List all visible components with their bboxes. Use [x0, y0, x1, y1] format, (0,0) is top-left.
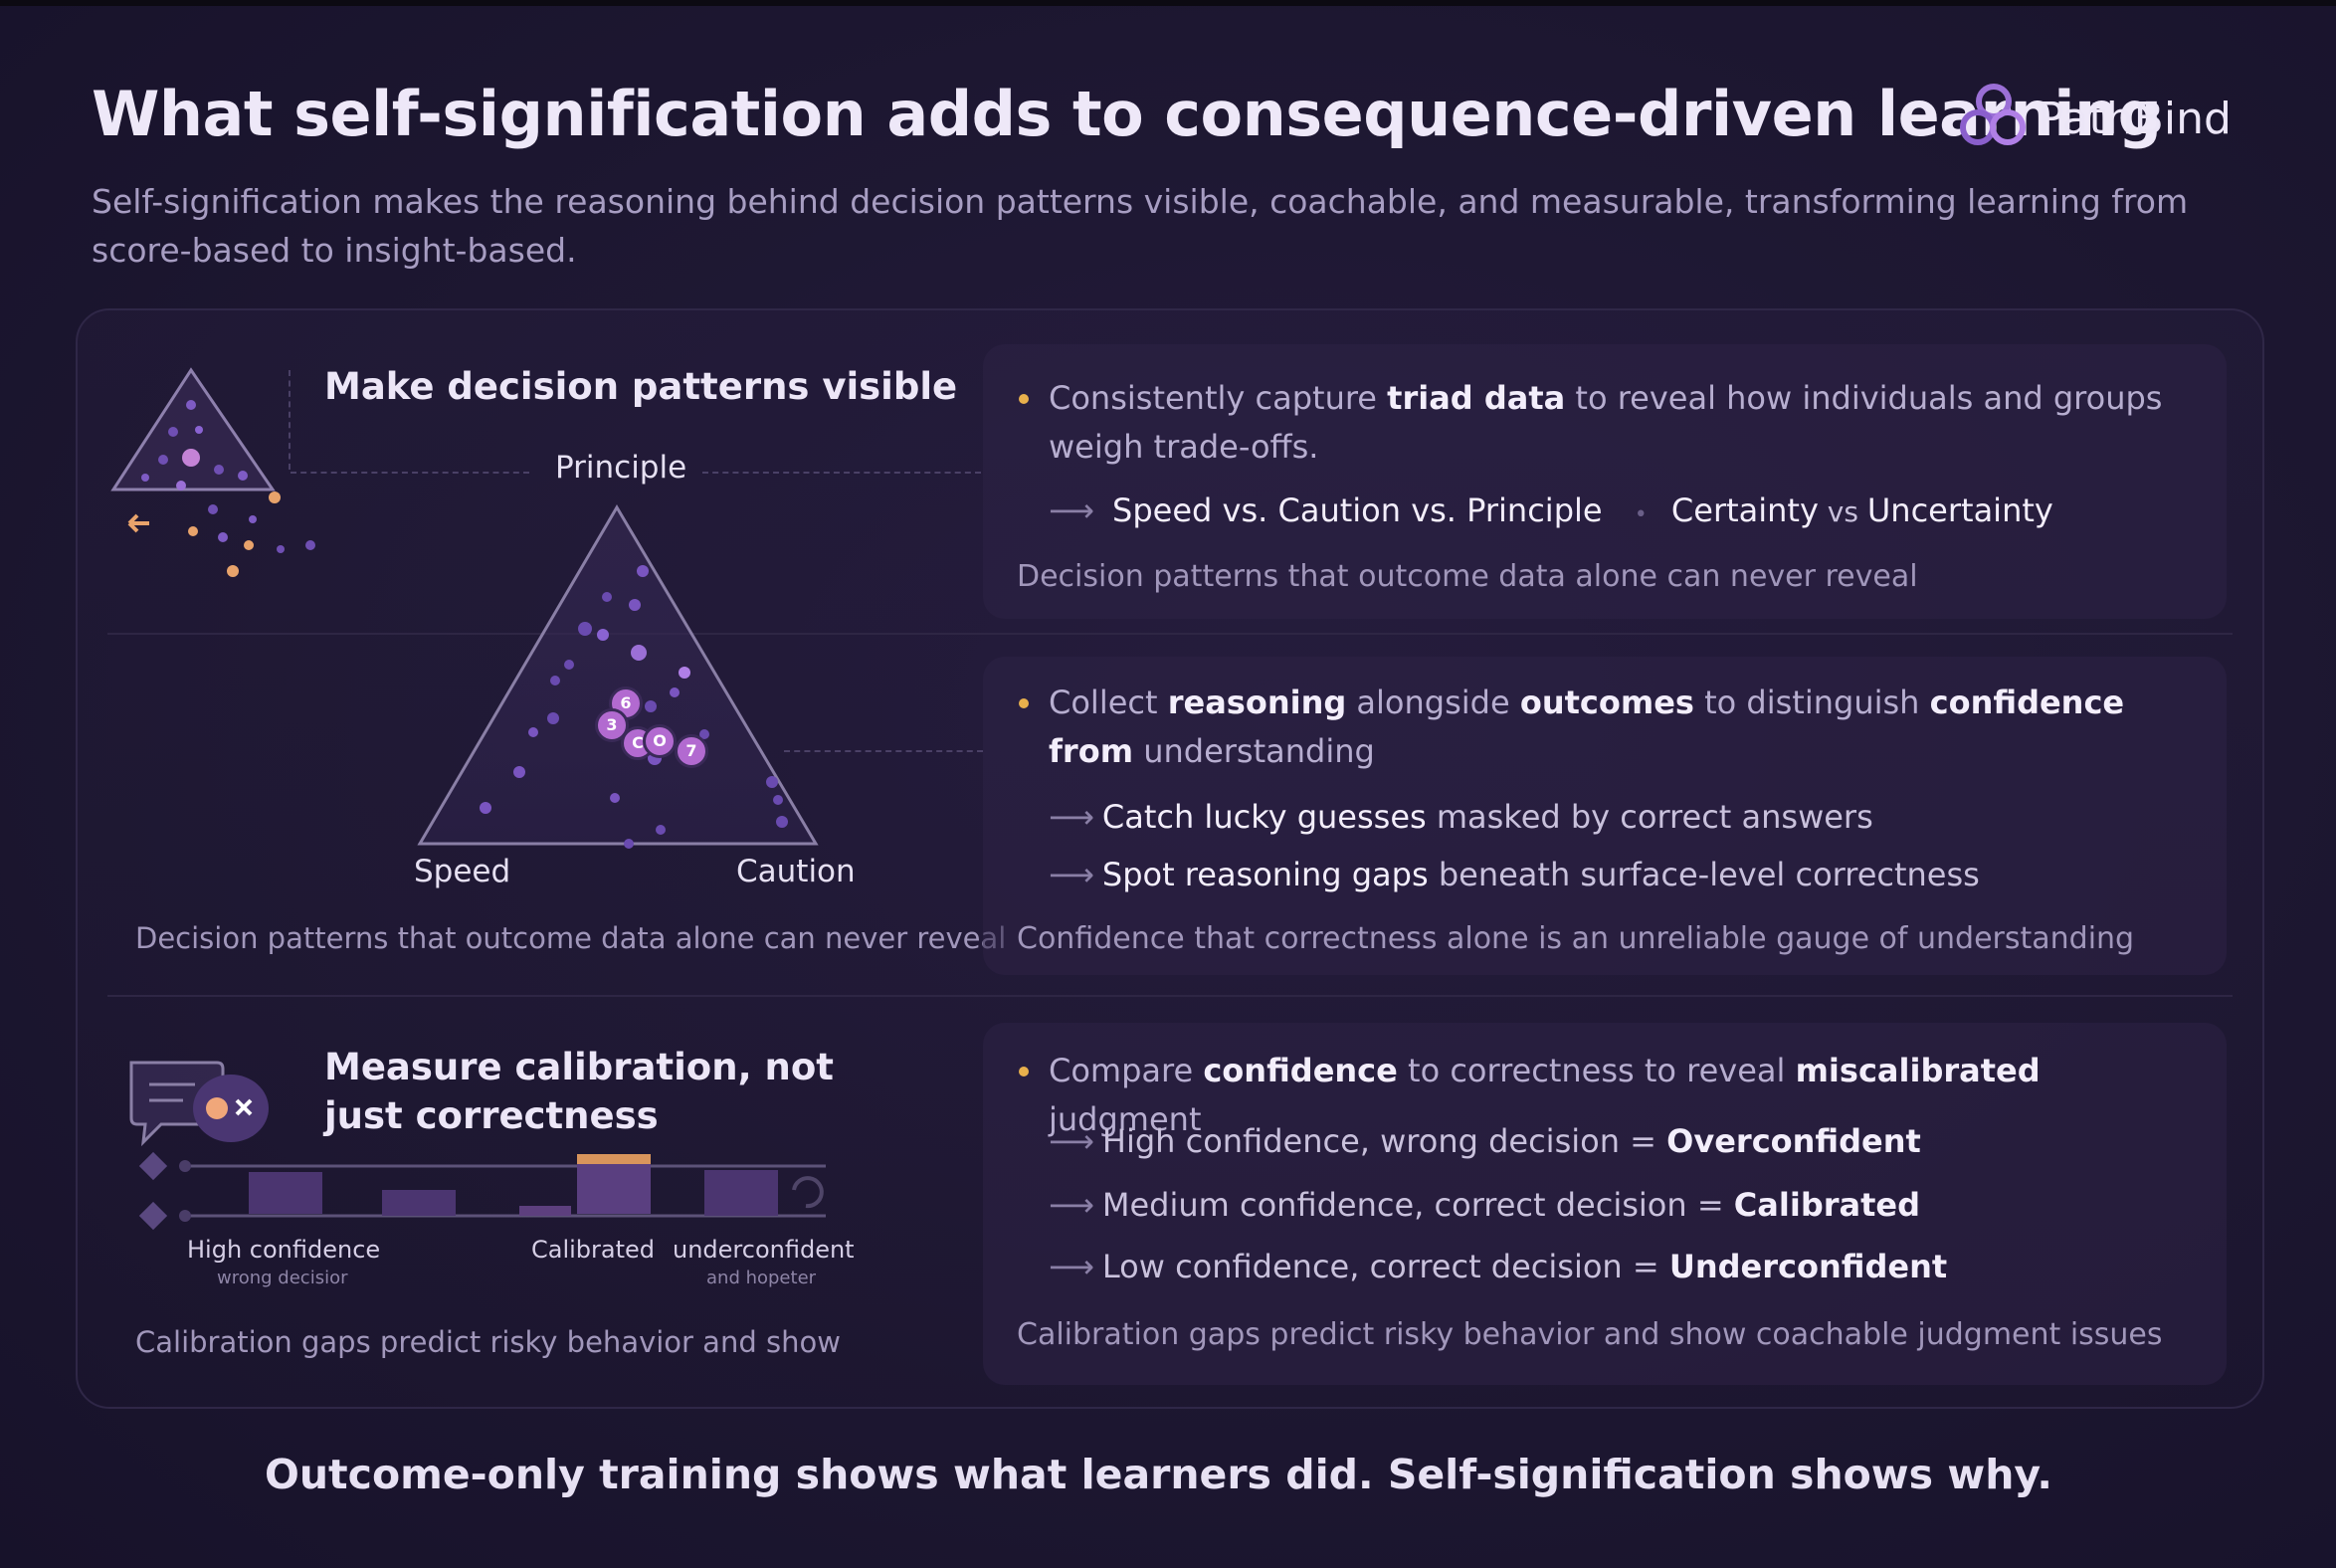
bullet-dot-icon [1019, 698, 1029, 708]
chart-label-calibrated: Calibrated [531, 1236, 656, 1264]
section1-caption: Decision patterns that outcome data alon… [135, 921, 1007, 955]
triangle-marker: O [643, 724, 677, 758]
arrow-right-icon: ⟶ [1049, 856, 1094, 893]
section-divider-1 [107, 633, 2233, 635]
arrow-right-icon: ⟶ [1049, 1122, 1094, 1160]
guide-line-vertical [289, 370, 292, 470]
triangle-right-label: Caution [736, 854, 856, 889]
card2-b4: outcomes [1519, 684, 1694, 721]
triangle-left-label: Speed [414, 854, 511, 889]
card3-b1: Compare [1049, 1052, 1204, 1089]
card2-b2: reasoning [1167, 684, 1347, 721]
card2-item1-pre: Catch lucky [1101, 798, 1297, 836]
card3-item1-bold: Overconfident [1666, 1122, 1921, 1160]
decision-triad-triangle [417, 504, 819, 849]
card2-b3: alongside [1346, 684, 1520, 721]
card3-item-2: ⟶ Medium confidence, correct decision = C… [1049, 1186, 1920, 1224]
card2-item1-bold: guesses [1296, 798, 1427, 836]
linked-rings-logo-icon [1960, 84, 2026, 145]
arrow-right-icon: ⟶ [1049, 798, 1094, 836]
card1-sub-main: Speed vs. Caution vs. Principle [1112, 491, 1603, 529]
card-calibration: Compare confidence to correctness to rev… [983, 1023, 2227, 1385]
brand-name: PathBind [2038, 94, 2232, 144]
card2-item1-post: masked by correct answers [1426, 798, 1873, 836]
card3-b3: to correctness to reveal [1397, 1052, 1796, 1089]
bullet-dot-icon [1019, 394, 1029, 404]
card2-item-1: ⟶ Catch lucky guesses masked by correct a… [1049, 798, 1873, 836]
card-triad-data: Consistently capture triad data to revea… [983, 344, 2227, 619]
chart-label-under-sub: and hopeter [706, 1268, 817, 1288]
page-title: What self-signification adds to conseque… [92, 78, 2162, 150]
card1-sub-second-b: Uncertainty [1866, 491, 2053, 529]
card3-item2-bold: Calibrated [1733, 1186, 1920, 1224]
triangle-marker: 7 [675, 734, 708, 768]
card2-item-2: ⟶ Spot reasoning gaps beneath surface-lev… [1049, 856, 1980, 893]
card2-item2-bold: gaps [1351, 856, 1429, 893]
arrow-right-icon: ⟶ [1049, 491, 1094, 529]
card1-sub-second-a: Certainty [1670, 491, 1819, 529]
card1-bullet-post: to reveal how individuals and groups wei… [1049, 379, 2163, 466]
section3-title: Measure calibration, not just correctnes… [324, 1046, 834, 1137]
card3-item-3: ⟶ Low confidence, correct decision = Unde… [1049, 1248, 1947, 1285]
chart-label-high-sub: wrong decisior [217, 1268, 348, 1288]
card3-item1-pre: High confidence, wrong decision = [1101, 1122, 1667, 1160]
chat-bubble-close-icon [129, 1061, 269, 1147]
section3-caption: Calibration gaps predict risky behavior … [135, 1325, 841, 1359]
triangle-top-label: Principle [555, 450, 687, 486]
card3-item-1: ⟶ High confidence, wrong decision = Overc… [1049, 1122, 1921, 1160]
chart-label-high: High confidence [187, 1236, 381, 1264]
triangle-scatter-icon [110, 367, 315, 577]
card3-b2: confidence [1203, 1052, 1398, 1089]
arrow-right-icon: ⟶ [1049, 1248, 1094, 1285]
card2-b5: to distinguish [1693, 684, 1930, 721]
bullet-dot-icon [1019, 1067, 1029, 1077]
card2-note: Confidence that correctness alone is an … [1017, 921, 2135, 956]
card1-bullet-pre: Consistently capture [1049, 379, 1388, 417]
card2-item2-pre: Spot reasoning [1101, 856, 1352, 893]
card3-item3-pre: Low confidence, correct decision = [1101, 1248, 1669, 1285]
card3-item3-bold: Underconfident [1668, 1248, 1948, 1285]
footer-statement: Outcome-only training shows what learner… [265, 1451, 2052, 1498]
chart-label-under: underconfident [673, 1236, 855, 1264]
card-reasoning: Collect reasoning alongside outcomes to … [983, 657, 2227, 975]
card2-item2-post: beneath surface-level correctness [1428, 856, 1980, 893]
card3-b5: judgment [1049, 1100, 1202, 1138]
card3-item2-pre: Medium confidence, correct decision = [1101, 1186, 1734, 1224]
guide-line-horizontal [291, 472, 529, 474]
calibration-bar-chart [138, 1151, 826, 1231]
section1-title: Make decision patterns visible [324, 365, 958, 408]
guide-line-to-card [702, 472, 981, 474]
card3-b4: miscalibrated [1795, 1052, 2041, 1089]
separator-dot-icon: • [1634, 502, 1648, 527]
card2-b6: confidence from [1049, 684, 2125, 770]
card2-b7: understanding [1133, 732, 1375, 770]
card1-sub-second-vs: vs [1818, 495, 1867, 528]
top-edge-bar [0, 0, 2336, 6]
arrow-right-icon: ⟶ [1049, 1186, 1094, 1224]
card1-bullet-bold: triad data [1387, 379, 1566, 417]
card2-b1: Collect [1049, 684, 1168, 721]
guide-line-to-card-2 [784, 750, 983, 752]
card3-note: Calibration gaps predict risky behavior … [1017, 1317, 2163, 1352]
page-subtitle: Self-signification makes the reasoning b… [92, 182, 2189, 270]
card1-subitem: ⟶ Speed vs. Caution vs. Principle • Cert… [1049, 491, 2053, 529]
section-divider-2 [107, 995, 2233, 997]
card1-note: Decision patterns that outcome data alon… [1017, 559, 1918, 594]
brand[interactable]: PathBind [1956, 80, 2254, 159]
